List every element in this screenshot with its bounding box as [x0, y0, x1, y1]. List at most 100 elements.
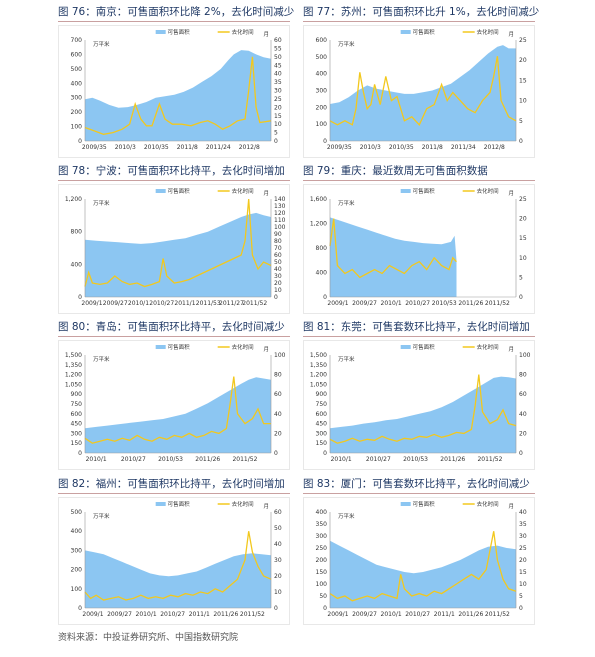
unit-right: 月: [508, 31, 514, 38]
legend-label-line: 去化时间: [477, 343, 499, 351]
chart-svg: 0 150 300 450 600 750 900 1,050 1,200 1,350 1,500 0…: [310, 343, 531, 463]
y-right-tick-label: 35: [274, 79, 282, 86]
y-left-tick-label: 800: [316, 245, 328, 252]
unit-left: 万平米: [338, 355, 355, 363]
y-left-tick-label: 1,600: [310, 196, 327, 203]
y-right-tick-label: 20: [274, 280, 282, 287]
y-left-tick-label: 1,050: [65, 381, 82, 388]
line-series-months: [84, 198, 272, 288]
chart-panel-xiamen: 0 50 100 150 200 250 300 350 400 0 5 10 15 20 25 30 35 40…: [303, 497, 535, 625]
y-left-tick-label: 450: [71, 421, 83, 428]
y-left-tick-label: 200: [316, 557, 328, 564]
legend-label-area: 可售面积: [413, 343, 436, 351]
y-right-tick-label: 0: [519, 294, 523, 301]
y-left-tick-label: 300: [71, 547, 83, 554]
y-right-tick-label: 45: [274, 62, 282, 69]
y-right-tick-label: 55: [274, 45, 282, 52]
y-right-tick-label: 20: [274, 430, 282, 437]
y-right-tick-label: 20: [519, 430, 527, 437]
x-tick-label: 2010/1: [331, 456, 352, 463]
x-tick-label: 2011/1: [189, 611, 210, 618]
y-left-tick-label: 0: [323, 294, 327, 301]
y-right-tick-label: 100: [274, 224, 286, 231]
x-tick-label: 2010/3: [115, 144, 136, 151]
title-rule: [58, 493, 290, 494]
title-rule: [58, 180, 290, 181]
y-right-tick-label: 130: [274, 203, 286, 210]
legend-swatch-area: [400, 30, 411, 34]
y-left-tick-label: 400: [71, 80, 83, 87]
unit-right: 月: [508, 346, 514, 353]
unit-left: 万平米: [338, 512, 355, 520]
legend-label-line: 去化时间: [232, 187, 254, 195]
y-right-tick-label: 40: [274, 71, 282, 78]
x-tick-label: 2011/26: [440, 456, 465, 463]
chart-svg: 04008001,2000102030405060708090100110120…: [65, 187, 286, 307]
figure-title: 图 80：青岛：可售面积环比持平，去化时间减少: [58, 321, 285, 333]
y-right-tick-label: 15: [274, 113, 282, 120]
x-tick-label: 2010/1: [128, 300, 149, 307]
legend-swatch-area: [155, 30, 166, 34]
y-left-tick-label: 150: [316, 569, 328, 576]
area-series-available: [85, 212, 271, 297]
chart-svg: 0 400 800 1,200 1,600 0 5 10 15 20 25 2009/1 2009/27…: [310, 187, 527, 307]
figure-title: 图 82：福州：可售面积环比持平，去化时间增加: [58, 478, 285, 490]
x-tick-label: 2011/52: [485, 611, 510, 618]
y-right-tick-label: 80: [274, 372, 282, 379]
x-tick-label: 2011/27: [219, 300, 244, 307]
y-right-tick-label: 30: [519, 533, 527, 540]
chart-panel-ningbo: 0 400 800 1,200 0 10 20 30 40 50 60 70 80 90 100 110 120…: [58, 184, 290, 314]
y-right-tick-label: 120: [274, 210, 286, 217]
y-right-tick-label: 20: [519, 216, 527, 223]
x-tick-label: 2011/52: [477, 456, 502, 463]
title-rule: [303, 180, 535, 181]
chart-svg: 0 150 300 450 600 750 900 1,050 1,200 1,350 1,500 0…: [65, 343, 286, 463]
y-right-tick-label: 60: [274, 509, 282, 516]
x-tick-label: 2010/53: [403, 456, 428, 463]
y-left-tick-label: 500: [71, 66, 83, 73]
x-tick-label: 2010/53: [158, 456, 183, 463]
figure-title: 图 81：东莞：可售套数环比持平，去化时间增加: [303, 321, 530, 333]
y-right-tick-label: 30: [274, 88, 282, 95]
y-right-tick-label: 60: [519, 391, 527, 398]
x-tick-label: 2009/35: [82, 144, 107, 151]
unit-left: 万平米: [93, 199, 110, 207]
unit-left: 万平米: [338, 199, 355, 207]
y-right-tick-label: 60: [274, 391, 282, 398]
unit-right: 月: [263, 190, 269, 197]
legend-swatch-area: [155, 189, 166, 193]
y-right-tick-label: 25: [519, 196, 527, 203]
line-series-months: [84, 376, 271, 444]
y-left-tick-label: 1,500: [65, 352, 82, 359]
y-right-tick-label: 30: [274, 557, 282, 564]
y-right-tick-label: 0: [274, 605, 278, 612]
y-right-tick-label: 50: [274, 525, 282, 532]
y-left-tick-label: 400: [71, 261, 83, 268]
y-right-tick-label: 15: [519, 235, 527, 242]
y-right-tick-label: 10: [519, 98, 527, 105]
x-tick-label: 2009/1: [327, 611, 348, 618]
x-tick-label: 2012/8: [484, 144, 505, 151]
y-right-tick-label: 25: [274, 96, 282, 103]
x-tick-label: 2010/27: [121, 456, 146, 463]
y-left-tick-label: 0: [323, 138, 327, 145]
legend-swatch-area: [400, 189, 411, 193]
y-right-tick-label: 100: [519, 352, 531, 359]
chart-panel-nanjing: 0 100 200 300 400 500 600 700 0 5 10 15 20 25 30 35 40 45…: [58, 25, 290, 158]
chart-svg: 0100200300400500600700051015202530354045…: [71, 28, 282, 151]
x-tick-label: 2009/27: [107, 611, 132, 618]
title-rule: [303, 336, 535, 337]
y-right-tick-label: 80: [519, 372, 527, 379]
y-left-tick-label: 50: [319, 593, 327, 600]
y-left-tick-label: 500: [316, 54, 328, 61]
y-left-tick-label: 250: [316, 545, 328, 552]
unit-right: 月: [263, 31, 269, 38]
chart-svg: 0 100 200 300 400 500 600 0 5 10 15 20 25 2009/35 2010…: [316, 28, 527, 151]
x-tick-label: 2011/34: [451, 144, 476, 151]
y-right-tick-label: 35: [519, 521, 527, 528]
y-right-tick-label: 60: [274, 252, 282, 259]
y-left-tick-label: 150: [71, 440, 83, 447]
x-tick-label: 2010/27: [160, 611, 185, 618]
title-rule: [58, 336, 290, 337]
y-left-tick-label: 100: [71, 124, 83, 131]
